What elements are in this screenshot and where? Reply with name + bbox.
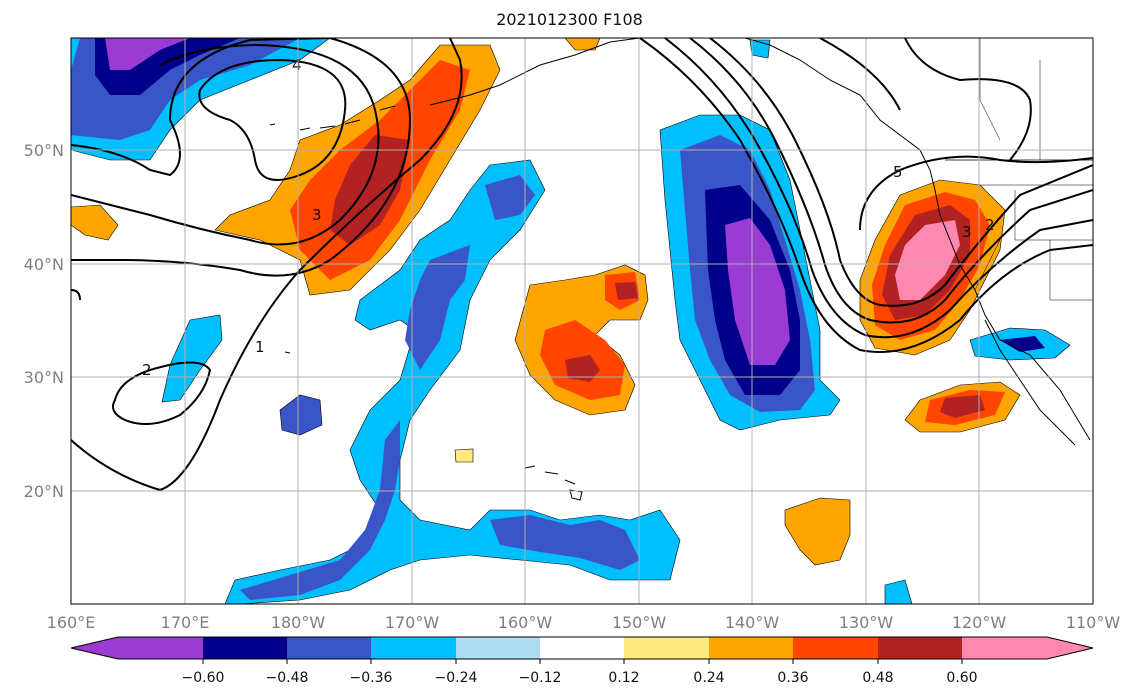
colorbar-seg: [203, 637, 287, 659]
contour-ridge-4: [709, 38, 1093, 307]
anomaly-small-blue-west: [279, 394, 323, 436]
colorbar-label: −0.12: [519, 670, 562, 686]
colorbar-label: 0.48: [862, 670, 893, 686]
colorbar-seg: [287, 637, 371, 659]
colorbar-seg: [793, 637, 878, 659]
coast-gulf-of-alaska: [744, 38, 1091, 441]
contour-5-outer: [819, 38, 1032, 161]
anomaly-southwest-us-navy: [1000, 336, 1045, 352]
colorbar-seg: [962, 637, 1047, 659]
anomaly-small-orange-west: [71, 204, 119, 241]
colorbar-ticks: [202, 659, 963, 664]
contour-label: 4: [292, 56, 302, 74]
coastlines: [269, 38, 1093, 501]
lon-tick-label: 130°W: [839, 613, 894, 632]
contour-4-low: [198, 58, 347, 181]
colorbar-seg: [624, 637, 709, 659]
colorbar-seg: [1047, 637, 1093, 659]
anomaly-central-red: [540, 272, 640, 400]
anomaly-small-cyan-alaska: [749, 39, 771, 59]
plot-title: 2021012300 F108: [496, 10, 643, 29]
contour-ridge-3: [689, 38, 1093, 324]
anomaly-region-northpacific-darkred: [330, 135, 410, 245]
colorbar-label: −0.60: [182, 670, 225, 686]
lon-tick-label: 120°W: [952, 613, 1007, 632]
lat-tick-label: 50°N: [24, 141, 64, 160]
anomaly-california-pink: [895, 220, 960, 300]
contour-labels: 4 3 2 1 5 3 2: [142, 56, 995, 379]
colorbar-label: 0.24: [693, 670, 724, 686]
map-frame: [70, 37, 1094, 605]
colorbar-seg: [71, 637, 118, 659]
coast-alaska: [429, 38, 641, 106]
anomaly-small-cyan-west: [161, 314, 223, 403]
anomaly-south-cyan: [884, 579, 913, 604]
colorbar-seg: [540, 637, 624, 659]
anomaly-region-northwest-purple: [105, 38, 190, 70]
contour-ridge-1: [639, 38, 1093, 353]
lon-tick-label: 160°W: [498, 613, 553, 632]
colorbar-seg: [371, 637, 456, 659]
lon-tick-label: 140°W: [725, 613, 780, 632]
map-panel: 4 3 2 1 5 3 2: [71, 38, 1093, 604]
colorbar-label: 0.12: [608, 670, 639, 686]
border-states: [974, 184, 1093, 301]
contour-label: 2: [142, 361, 152, 379]
lon-tick-label: 180°W: [271, 613, 326, 632]
anomaly-small-yellow-mid: [454, 448, 474, 463]
contour-label: 3: [312, 206, 322, 224]
lon-tick-label: 160°E: [47, 613, 96, 632]
gridlines: [71, 38, 1093, 604]
contour-2-loop: [112, 361, 212, 425]
lat-tick-labels: 20°N 30°N 40°N 50°N: [24, 141, 64, 501]
contour-label: 1: [255, 338, 265, 356]
lat-tick-label: 40°N: [24, 255, 64, 274]
colorbar: −0.60 −0.48 −0.36 −0.24 −0.12 0.12 0.24 …: [70, 636, 1094, 686]
colorbar-label: −0.36: [350, 670, 393, 686]
colorbar-label: −0.24: [435, 670, 478, 686]
lon-tick-label: 110°W: [1066, 613, 1121, 632]
anomaly-small-orange-alaska: [564, 38, 601, 51]
contour-2-west: [71, 38, 412, 277]
anomaly-band-blue: [240, 175, 640, 600]
colorbar-outline: [70, 636, 1094, 660]
height-contours: [71, 38, 1093, 492]
lon-tick-label: 150°W: [612, 613, 667, 632]
colorbar-label: 0.60: [946, 670, 977, 686]
island-hawaii: [524, 465, 583, 501]
island-midway: [284, 351, 291, 354]
colorbar-seg: [709, 637, 793, 659]
contour-3-west: [71, 43, 380, 246]
colorbar-label: −0.48: [266, 670, 309, 686]
colorbar-label: 0.36: [777, 670, 808, 686]
colorbar-seg: [118, 637, 203, 659]
lon-tick-label: 170°W: [385, 613, 440, 632]
contour-label: 3: [962, 223, 972, 241]
colorbar-seg: [456, 637, 540, 659]
lon-tick-labels: 160°E 170°E 180°W 170°W 160°W 150°W 140°…: [47, 613, 1121, 632]
coast-baja: [984, 319, 1076, 446]
lon-tick-label: 170°E: [161, 613, 210, 632]
anomaly-central-darkred: [565, 282, 638, 382]
colorbar-seg: [878, 637, 962, 659]
anomaly-baja-darkred: [940, 395, 985, 418]
anomaly-trough-purple: [725, 218, 790, 365]
contour-5-high: [859, 155, 1093, 231]
anomaly-south-orange: [784, 497, 851, 566]
border-canada-provinces: [979, 38, 1041, 160]
lat-tick-label: 30°N: [24, 368, 64, 387]
lat-tick-label: 20°N: [24, 482, 64, 501]
contour-1-west: [71, 38, 463, 492]
contour-label: 2: [985, 216, 995, 234]
islands-aleutian: [269, 105, 396, 131]
contour-label: 5: [893, 163, 903, 181]
contour-ridge-2: [664, 38, 1093, 339]
